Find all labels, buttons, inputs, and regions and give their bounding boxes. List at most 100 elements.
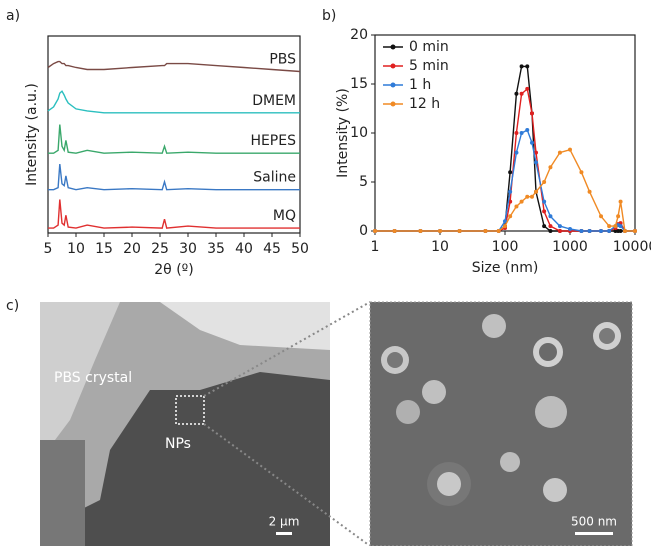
data-point (548, 214, 553, 219)
data-point (599, 214, 604, 219)
panel-label: c) (6, 298, 19, 314)
data-point (514, 91, 519, 96)
data-point (519, 199, 524, 204)
image-label: PBS crystal (54, 370, 132, 386)
data-point (392, 229, 397, 233)
data-point (525, 194, 530, 199)
data-point (529, 140, 534, 145)
legend-label: 5 min (409, 58, 449, 74)
data-point (519, 64, 524, 69)
x-tick-label: 10 (431, 239, 449, 255)
series-label: DMEM (252, 93, 296, 109)
legend-label: 12 h (409, 96, 440, 112)
data-point (542, 180, 547, 184)
y-axis-label: Intensity (a.u.) (24, 83, 40, 186)
image-label: NPs (165, 436, 191, 452)
data-point (483, 229, 488, 233)
data-point (616, 214, 621, 219)
data-point (542, 209, 547, 214)
x-axis-label: Size (nm) (472, 260, 539, 276)
x-tick-label: 45 (263, 241, 281, 257)
scale-bar-label: 2 µm (269, 515, 300, 529)
data-point (508, 170, 513, 175)
data-point (548, 165, 553, 170)
data-point (568, 227, 572, 232)
data-point (548, 224, 553, 229)
x-tick-label: 50 (291, 241, 309, 257)
data-point (568, 147, 572, 152)
data-point (496, 229, 501, 233)
data-point (579, 229, 584, 233)
data-point (508, 189, 513, 194)
series-line (48, 124, 300, 154)
data-point (534, 160, 539, 165)
legend-marker (390, 82, 396, 88)
legend-marker (390, 101, 396, 107)
data-point (599, 229, 604, 233)
data-point (508, 214, 513, 219)
series-line (48, 199, 300, 229)
series-label: HEPES (250, 133, 296, 149)
data-point (534, 150, 539, 155)
y-tick-label: 5 (359, 174, 368, 190)
x-tick-label: 20 (123, 241, 141, 257)
series-label: Saline (253, 170, 296, 186)
y-axis-label: Intensity (%) (335, 88, 351, 178)
data-point (519, 91, 524, 96)
series-label: PBS (269, 51, 296, 67)
x-tick-label: 5 (44, 241, 53, 257)
y-tick-label: 15 (350, 76, 368, 92)
data-point (438, 229, 442, 233)
data-point (457, 229, 462, 233)
sem-image-left: PBS crystal NPs 2 µm (40, 302, 330, 546)
data-point (607, 229, 612, 233)
x-tick-label: 25 (151, 241, 169, 257)
data-point (503, 224, 507, 229)
data-point (622, 229, 627, 233)
x-tick-label: 100 (492, 239, 519, 255)
data-point (529, 111, 534, 116)
data-point (514, 204, 519, 209)
scale-bar-label: 500 nm (571, 515, 617, 529)
data-point (418, 229, 423, 233)
x-tick-label: 35 (207, 241, 225, 257)
x-tick-label: 10 (67, 241, 85, 257)
data-point (557, 229, 562, 233)
x-tick-label: 15 (95, 241, 113, 257)
x-tick-label: 30 (179, 241, 197, 257)
legend-marker (390, 44, 396, 50)
panel-label: b) (322, 8, 336, 24)
series-label: MQ (273, 208, 296, 224)
sem-image-right: 500 nm (369, 301, 633, 547)
x-tick-label: 1 (371, 239, 380, 255)
series-line (47, 60, 301, 73)
data-point (607, 224, 612, 229)
legend-label: 1 h (409, 77, 431, 93)
data-point (618, 229, 623, 233)
data-point (542, 199, 547, 204)
x-tick-label: 1000 (552, 239, 588, 255)
data-point (525, 86, 530, 91)
data-point (587, 229, 592, 233)
data-point (633, 229, 637, 233)
data-point (514, 131, 519, 135)
data-point (618, 199, 623, 204)
data-point (557, 224, 562, 229)
data-point (514, 150, 519, 155)
data-point (525, 64, 530, 69)
data-point (548, 229, 553, 233)
data-point (587, 189, 592, 194)
y-tick-label: 10 (350, 125, 368, 141)
series-line (47, 90, 300, 114)
data-point (534, 189, 539, 194)
x-axis-label: 2θ (º) (154, 262, 193, 278)
data-point (557, 150, 562, 155)
legend-label: 0 min (409, 39, 449, 55)
legend-marker (390, 63, 396, 69)
data-point (579, 170, 584, 175)
y-tick-label: 20 (350, 27, 368, 43)
data-point (542, 224, 547, 229)
